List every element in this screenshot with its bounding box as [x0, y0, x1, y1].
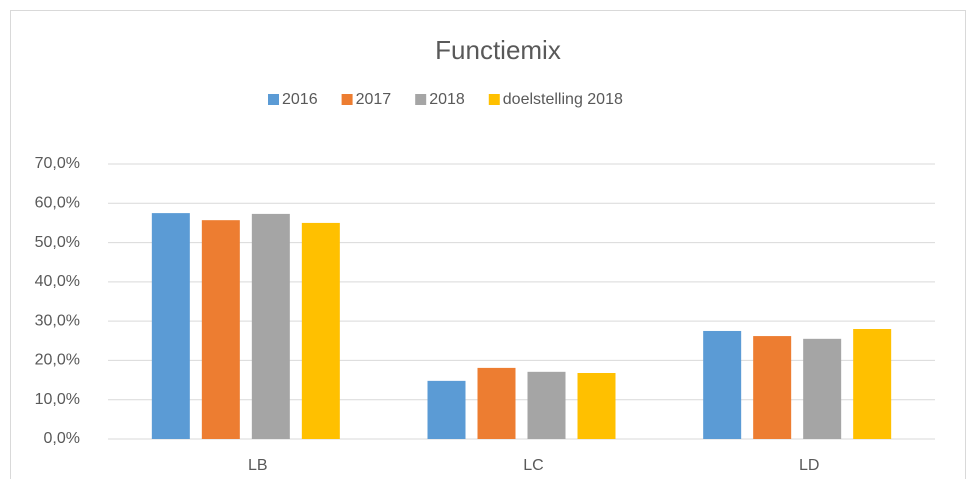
y-tick-label: 60,0% [35, 195, 80, 212]
y-tick-label: 70,0% [35, 155, 80, 172]
legend-label: 2016 [282, 91, 318, 108]
y-tick-label: 40,0% [35, 273, 80, 290]
bar [527, 371, 566, 439]
y-tick-label: 0,0% [44, 430, 80, 447]
legend-swatch [415, 94, 427, 105]
y-tick-label: 10,0% [35, 391, 80, 408]
legend-label: 2018 [429, 91, 465, 108]
legend-label: 2017 [356, 91, 392, 108]
bar [753, 336, 792, 439]
bar [201, 220, 240, 439]
x-tick-label: LB [248, 457, 268, 474]
bar [427, 380, 466, 439]
y-tick-label: 50,0% [35, 234, 80, 251]
bar [853, 329, 892, 439]
bar [151, 213, 190, 439]
bar [803, 338, 842, 439]
bar [703, 330, 742, 439]
legend-swatch [268, 94, 279, 105]
bar [251, 213, 290, 439]
x-tick-label: LD [799, 457, 819, 474]
legend-swatch [488, 94, 500, 105]
bar [301, 222, 340, 439]
y-tick-label: 30,0% [35, 312, 80, 329]
bar [577, 373, 616, 439]
y-tick-label: 20,0% [35, 352, 80, 369]
x-tick-label: LC [523, 457, 543, 474]
chart-title: Functiemix [435, 35, 561, 65]
legend-swatch [341, 94, 353, 105]
bar [477, 367, 516, 439]
legend-label: doelstelling 2018 [503, 91, 623, 108]
